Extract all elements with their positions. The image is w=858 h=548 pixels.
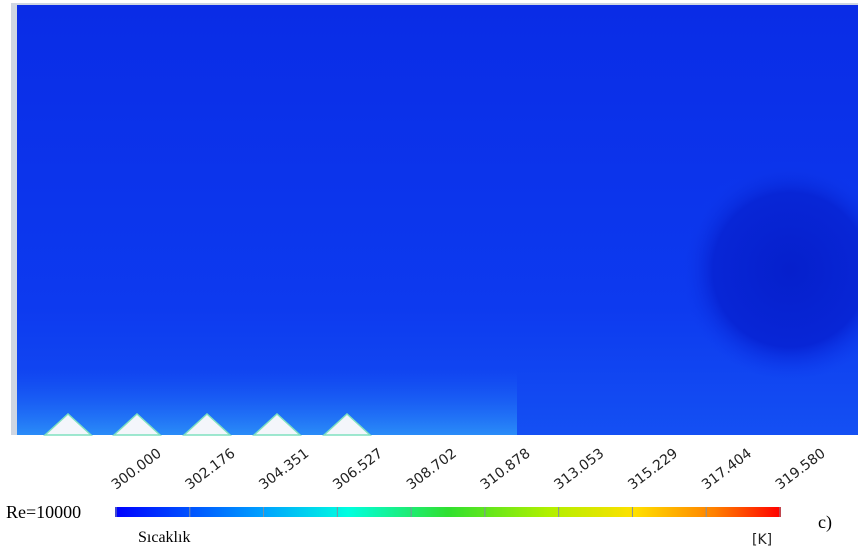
- case-label: Re=10000: [6, 502, 81, 522]
- ribs: [43, 412, 372, 436]
- variable-label: Sıcaklık: [138, 529, 190, 546]
- legend-area: [0, 436, 858, 548]
- unit-label: [K]: [752, 532, 772, 548]
- panel-label: c): [818, 512, 832, 533]
- colorbar: [115, 507, 781, 517]
- cold-region: [680, 160, 858, 380]
